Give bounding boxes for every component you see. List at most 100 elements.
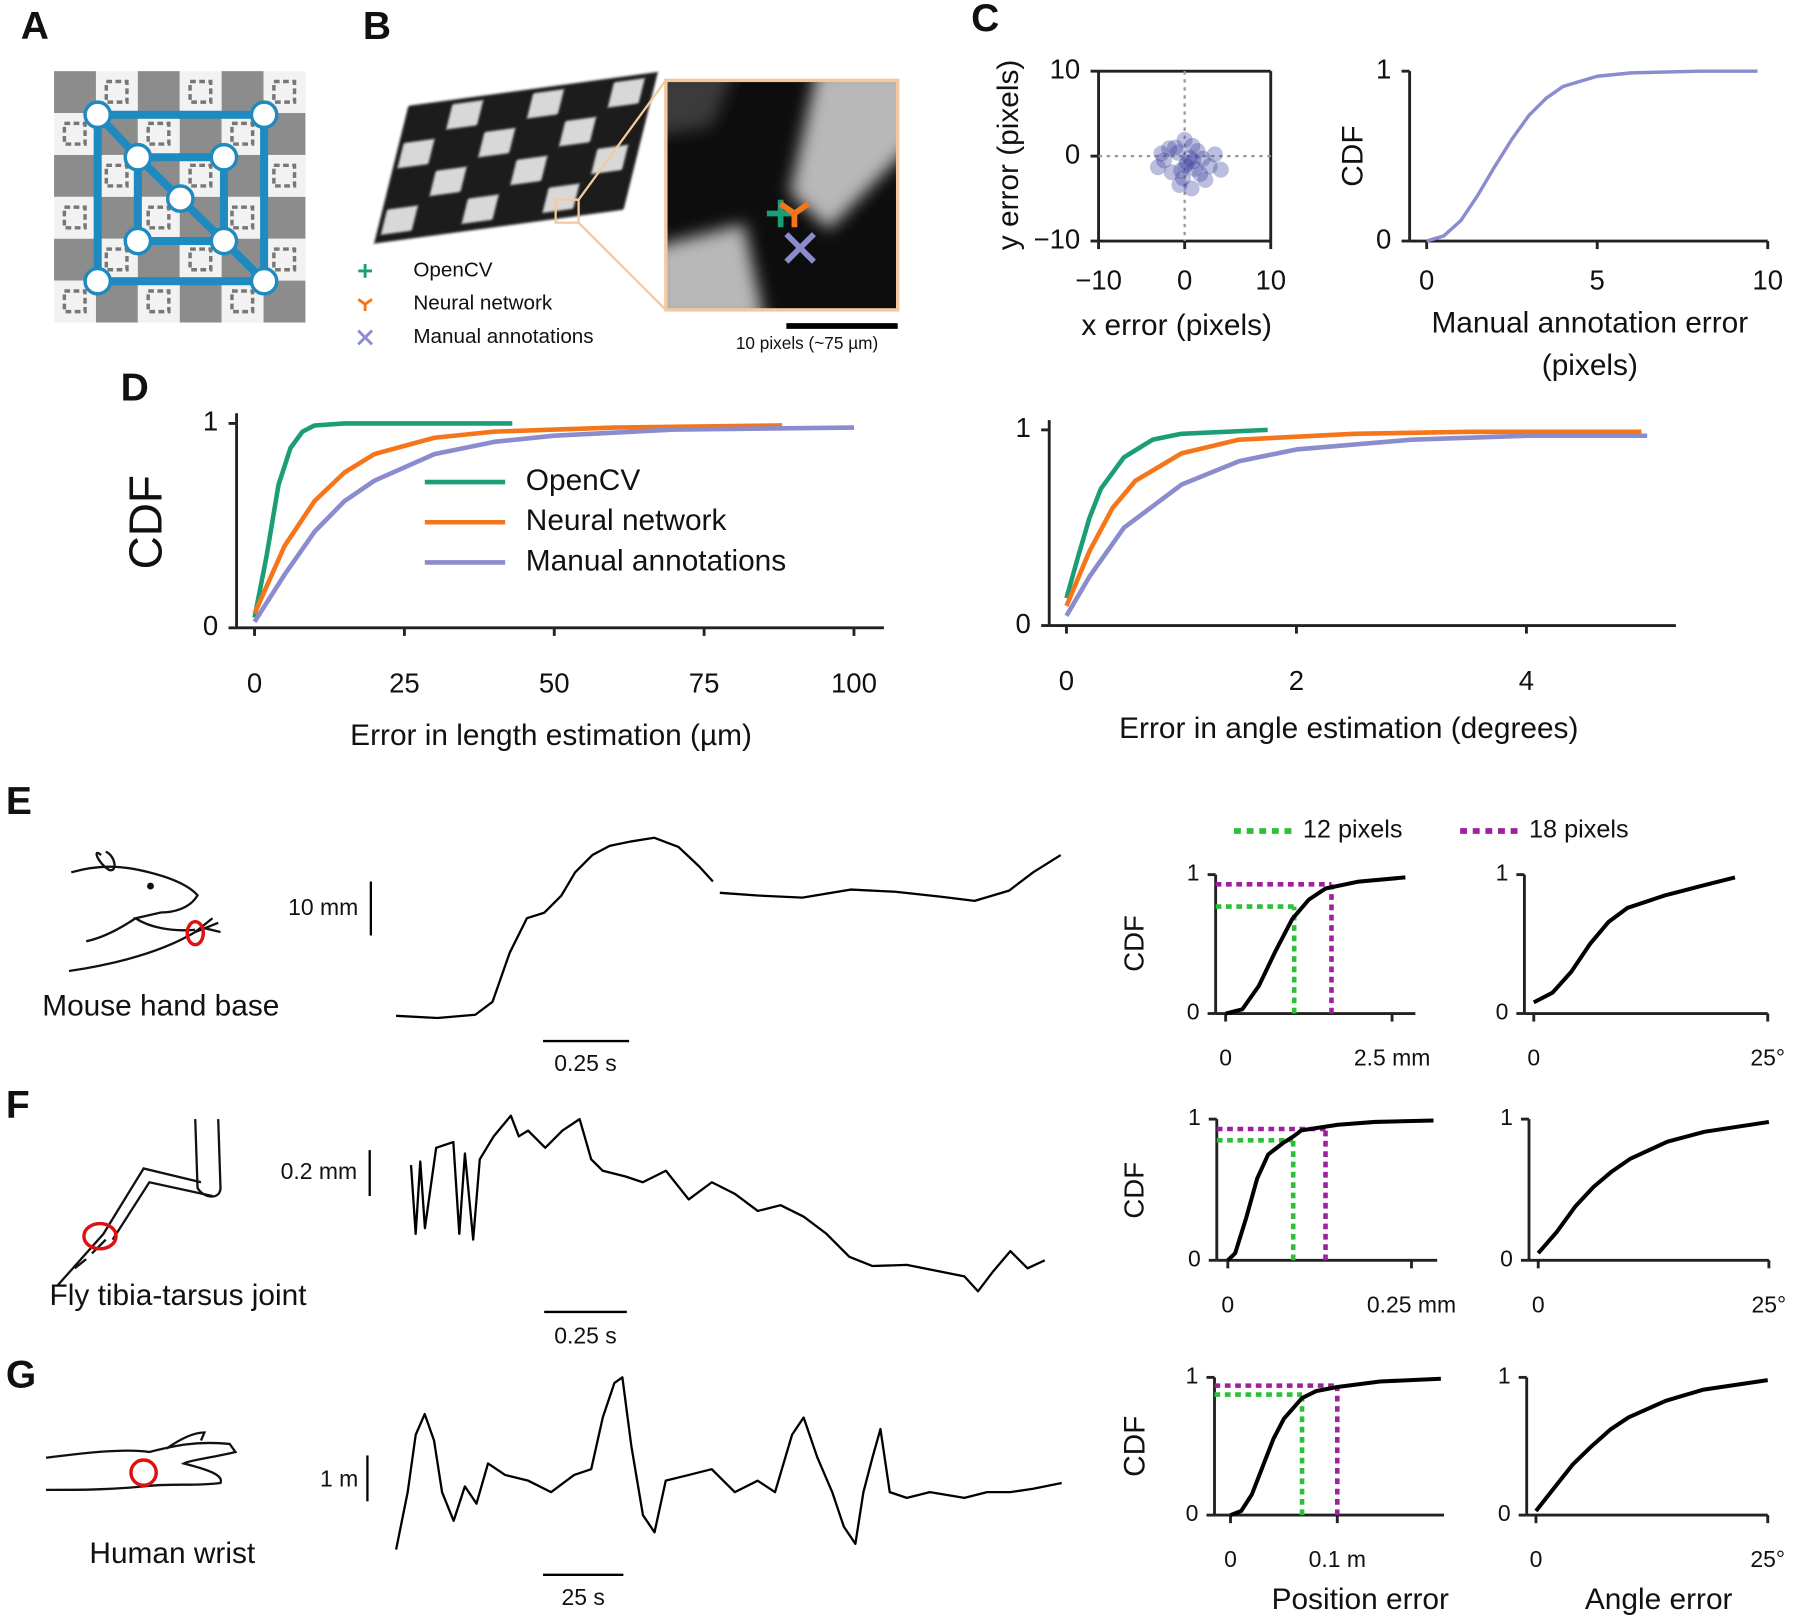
- board-square: [397, 138, 435, 169]
- panel-label: F: [6, 1084, 30, 1127]
- panel-label: A: [21, 5, 49, 48]
- point: [1174, 170, 1191, 187]
- y-tick-label: 0: [1188, 1245, 1201, 1271]
- y-axis-label: y error (pixels): [992, 60, 1025, 251]
- y-tick-label: 0: [1187, 999, 1200, 1025]
- line: [252, 423, 783, 615]
- panel-label: B: [363, 5, 391, 48]
- trace: [409, 1114, 1046, 1293]
- marker: [358, 263, 373, 278]
- board-tag: [272, 163, 297, 188]
- marker: [357, 298, 373, 312]
- point: [1206, 146, 1223, 163]
- scale-bar-label: 25 s: [562, 1584, 605, 1610]
- trace: [396, 836, 1062, 1020]
- x-tick-label: 2.5 mm: [1354, 1044, 1430, 1070]
- chart: 0 2.5 mm 0 1 CDF: [1119, 860, 1431, 1071]
- board-tag: [188, 79, 213, 104]
- y-tick-label: 1: [1376, 53, 1391, 84]
- x-tick-label: 0.1 m: [1309, 1546, 1366, 1572]
- point: [1179, 154, 1196, 171]
- board-tag: [230, 289, 255, 314]
- board-tag: [62, 121, 87, 146]
- board-square: [137, 71, 180, 114]
- board-nodes: [83, 100, 279, 296]
- joint-marker: [185, 919, 206, 947]
- scale-bar-label: 10 mm: [288, 894, 358, 920]
- zoom-line: [577, 221, 667, 311]
- point: [1185, 153, 1202, 170]
- line: [1226, 1118, 1434, 1262]
- x-tick-label: 25°: [1750, 1044, 1785, 1070]
- point: [1153, 145, 1170, 162]
- board-square: [461, 194, 499, 224]
- legend-label: Manual annotations: [413, 325, 593, 348]
- chart: 0 25 50 75 100 0 1 Error in length estimation (…: [119, 406, 884, 752]
- y-tick-label: 0: [1016, 608, 1031, 639]
- panel-label: G: [6, 1354, 36, 1397]
- y-tick-label: 0: [1500, 1245, 1513, 1271]
- trace-chart: 25 s 1 m: [320, 1376, 1062, 1610]
- y-tick-label: 1: [1496, 860, 1509, 886]
- board-tag: [272, 247, 297, 272]
- x-tick-label: 0: [247, 668, 262, 699]
- y-tick-label: 0: [1496, 999, 1509, 1025]
- x-axis-label: Manual annotation error: [1431, 307, 1748, 340]
- body-label: Fly tibia-tarsus joint: [50, 1279, 308, 1312]
- board-square: [429, 166, 467, 197]
- chart: 0 5 10 0 1 Manual annotation error (pixels) CDF: [1336, 53, 1783, 382]
- marker: [778, 201, 810, 228]
- y-tick-label: 10: [1050, 53, 1081, 84]
- board-square: [380, 205, 419, 235]
- board-square: [478, 127, 516, 158]
- legend-label: Neural network: [413, 292, 553, 315]
- x-axis-label: (pixels): [1542, 349, 1638, 382]
- board-square: [263, 196, 306, 239]
- x-tick-label: 25: [389, 668, 420, 699]
- board-tag: [146, 289, 171, 314]
- y-axis-label: CDF: [1119, 915, 1150, 972]
- fly-drawing: [56, 1119, 222, 1287]
- board-tag: [62, 289, 87, 314]
- board-square: [54, 196, 96, 239]
- chart: 0 25° 0 1: [1496, 860, 1786, 1071]
- zoom-line: [577, 79, 667, 201]
- board-square: [179, 71, 222, 114]
- point: [1167, 139, 1184, 156]
- x-tick-label: 100: [831, 668, 877, 699]
- chart: −10 0 10 −10 0 10 x error (pixels) y error (pix…: [992, 53, 1286, 342]
- marker: [784, 232, 816, 264]
- legend-label: 18 pixels: [1529, 816, 1629, 844]
- marker: [357, 329, 374, 346]
- point: [1194, 150, 1211, 167]
- line: [1536, 1119, 1770, 1255]
- body-label: Mouse hand base: [42, 990, 279, 1023]
- point: [1201, 158, 1218, 175]
- x-tick-label: 0: [1532, 1291, 1545, 1317]
- mouse-drawing: [68, 850, 221, 973]
- point: [1173, 162, 1190, 179]
- zoom-markers: [766, 199, 816, 264]
- x-tick-label: 4: [1519, 665, 1534, 696]
- board-square: [542, 183, 580, 213]
- board-square: [607, 78, 645, 108]
- chart: 0 0.1 m 0 1 Position error CDF: [1118, 1362, 1449, 1616]
- zoom-photo: [665, 80, 898, 310]
- x-tick-label: 0: [1219, 1044, 1232, 1070]
- board-tag: [188, 163, 213, 188]
- point: [1189, 142, 1206, 160]
- x-tick-label: 10: [1752, 265, 1783, 296]
- x-tick-label: 5: [1590, 265, 1605, 296]
- x-axis-label: Position error: [1272, 1583, 1449, 1616]
- y-tick-label: 0: [1498, 1500, 1511, 1526]
- line: [252, 421, 513, 619]
- x-tick-label: 0: [1059, 665, 1074, 696]
- trace-chart: 0.25 s 0.2 mm: [281, 1114, 1046, 1348]
- point: [1163, 164, 1180, 181]
- board-tag: [146, 205, 171, 230]
- board-tag: [146, 121, 171, 146]
- line: [1532, 875, 1736, 1005]
- board-tag: [272, 79, 297, 104]
- board-square: [137, 280, 180, 323]
- chart: 0 25° 0 1 Angle error: [1498, 1362, 1785, 1616]
